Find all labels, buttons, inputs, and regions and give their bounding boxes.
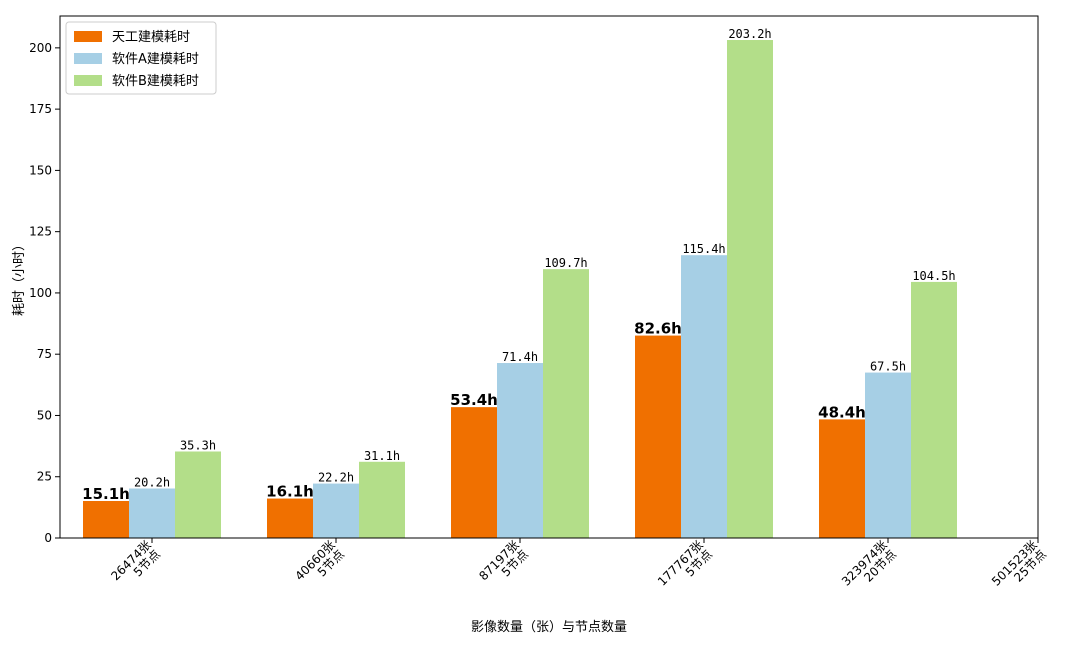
y-tick-label: 200: [29, 41, 52, 55]
bar: [313, 483, 359, 538]
bar: [83, 500, 129, 538]
bar: [359, 461, 405, 538]
bar-data-label: 82.6h: [634, 320, 682, 338]
bar-data-label: 22.2h: [318, 471, 354, 485]
y-axis: 0 25 50 75 100 125 150 175 200: [29, 41, 60, 545]
bar: [865, 372, 911, 538]
legend-swatch: [74, 75, 102, 86]
bar-data-label: 31.1h: [364, 449, 400, 463]
bar-data-label: 15.1h: [82, 485, 130, 503]
legend-swatch: [74, 31, 102, 42]
bar-data-label: 71.4h: [502, 350, 538, 364]
y-tick-label: 25: [37, 470, 52, 484]
legend-swatch: [74, 53, 102, 64]
bar-data-label: 67.5h: [870, 360, 906, 374]
bar: [543, 269, 589, 538]
bar: [819, 419, 865, 538]
y-axis-title: 耗时（小时）: [12, 238, 27, 316]
bar: [451, 407, 497, 538]
bars-layer: [83, 40, 957, 539]
y-tick-label: 150: [29, 163, 52, 177]
bar-data-label: 48.4h: [818, 403, 866, 421]
bar: [635, 335, 681, 538]
y-tick-label: 125: [29, 225, 52, 239]
bar: [129, 488, 175, 538]
y-tick-label: 100: [29, 286, 52, 300]
bar: [911, 281, 957, 538]
bar: [175, 451, 221, 538]
bar-data-label: 16.1h: [266, 483, 314, 501]
legend-entry: 天工建模耗时: [112, 30, 190, 45]
bar: [497, 363, 543, 538]
bar-data-label: 109.7h: [544, 256, 587, 270]
x-axis-title: 影像数量（张）与节点数量: [471, 620, 627, 635]
bar-data-label: 35.3h: [180, 438, 216, 452]
bar: [267, 498, 313, 538]
bar-data-label: 115.4h: [682, 242, 725, 256]
bar-data-label: 53.4h: [450, 391, 498, 409]
bar: [727, 40, 773, 538]
y-tick-label: 0: [44, 531, 52, 545]
bar-data-label: 203.2h: [728, 27, 771, 41]
bar-data-label: 104.5h: [912, 269, 955, 283]
y-tick-label: 50: [37, 408, 52, 422]
legend-entry: 软件A建模耗时: [112, 52, 199, 67]
legend-box: [65, 21, 217, 95]
y-tick-label: 75: [37, 347, 52, 361]
bar-labels-layer: 15.1h 16.1h 53.4h 82.6h 48.4h 20.2h 22.2h 71.4h…: [82, 27, 956, 503]
bar: [681, 255, 727, 539]
bar-data-label: 20.2h: [134, 475, 170, 489]
legend-entry: 软件B建模耗时: [112, 74, 199, 89]
y-tick-label: 175: [29, 102, 52, 116]
plot-frame: [59, 15, 1039, 539]
